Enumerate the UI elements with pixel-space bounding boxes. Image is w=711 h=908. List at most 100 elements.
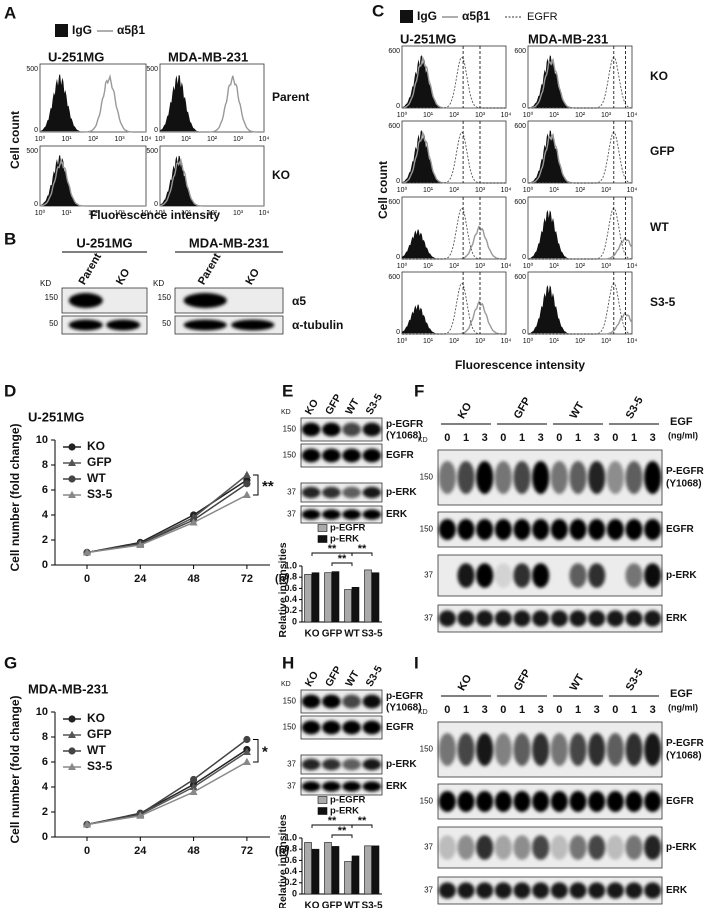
chart-title: U-251MG bbox=[28, 409, 84, 424]
data-point bbox=[189, 518, 198, 526]
axis-label: Cell count bbox=[8, 111, 22, 169]
bar bbox=[304, 842, 312, 895]
legend-marker bbox=[68, 730, 76, 738]
x-tick-label: 10² bbox=[575, 187, 586, 194]
x-tick-label: 10⁴ bbox=[501, 263, 512, 270]
y-tick-label: 600 bbox=[514, 48, 526, 55]
x-tick-label: GFP bbox=[322, 901, 343, 908]
y-tick-label: 0 bbox=[522, 254, 526, 261]
group-label: KO bbox=[456, 672, 475, 693]
marker-label: 50 bbox=[49, 319, 58, 328]
y-tick-label: 0 bbox=[396, 254, 400, 261]
legend-marker bbox=[68, 490, 76, 498]
x-tick-label: 0 bbox=[84, 845, 90, 857]
marker-label: 150 bbox=[420, 797, 434, 806]
y-tick-label: 0.4 bbox=[284, 594, 297, 604]
x-tick-label: 10¹ bbox=[61, 136, 72, 143]
band bbox=[457, 882, 475, 899]
data-point bbox=[242, 747, 251, 755]
data-point bbox=[242, 757, 251, 765]
band bbox=[342, 720, 361, 735]
x-tick-label: 10² bbox=[88, 136, 99, 143]
x-tick-label: 10³ bbox=[233, 136, 244, 143]
bar bbox=[351, 586, 360, 623]
kd-label: KD bbox=[281, 681, 291, 688]
legend-swatch bbox=[317, 524, 328, 532]
band bbox=[625, 610, 643, 627]
panel-label: F bbox=[414, 381, 424, 400]
y-tick-label: 0 bbox=[42, 831, 48, 843]
x-tick-label: 10² bbox=[575, 338, 586, 345]
column-label: U-251MG bbox=[48, 49, 104, 64]
legend-label: GFP bbox=[87, 455, 112, 469]
band bbox=[606, 835, 624, 860]
x-tick-label: 10¹ bbox=[423, 112, 434, 119]
band bbox=[322, 781, 341, 792]
bar bbox=[324, 842, 332, 895]
legend-label: KO bbox=[87, 439, 105, 453]
band bbox=[362, 781, 382, 792]
band bbox=[342, 486, 361, 499]
band bbox=[457, 791, 475, 812]
blot bbox=[437, 876, 663, 905]
y-tick-label: 600 bbox=[514, 123, 526, 130]
band bbox=[550, 461, 568, 494]
significance-label: ** bbox=[262, 478, 274, 495]
x-tick-label: 10³ bbox=[601, 263, 612, 270]
panel-label: H bbox=[282, 653, 294, 672]
integrin-histogram bbox=[528, 311, 633, 335]
band bbox=[183, 319, 227, 331]
igg-histogram bbox=[160, 74, 264, 132]
marker-label: 37 bbox=[424, 886, 433, 895]
blot bbox=[437, 511, 663, 548]
protein-label: ERK bbox=[666, 885, 688, 896]
x-tick-label: 0 bbox=[84, 573, 90, 585]
band bbox=[644, 461, 662, 494]
protein-label: ERK bbox=[666, 613, 688, 624]
lane-label: S3-5 bbox=[363, 392, 385, 417]
x-tick-label: 10⁰ bbox=[397, 337, 408, 345]
y-tick-label: 0.8 bbox=[284, 572, 297, 582]
marker-label: 50 bbox=[162, 319, 171, 328]
x-tick-label: 10³ bbox=[114, 210, 125, 217]
band bbox=[532, 563, 550, 588]
dose-label: 3 bbox=[482, 704, 488, 716]
significance-label: ** bbox=[358, 543, 367, 555]
legend-marker bbox=[68, 443, 76, 451]
band bbox=[532, 733, 550, 766]
band bbox=[438, 610, 456, 627]
integrin-histogram bbox=[401, 55, 506, 109]
x-tick-label: 72 bbox=[241, 573, 253, 585]
y-tick-label: 0 bbox=[154, 201, 158, 208]
band bbox=[476, 563, 494, 588]
bar bbox=[311, 848, 320, 895]
y-tick-label: 600 bbox=[514, 274, 526, 281]
band bbox=[476, 519, 494, 540]
blot bbox=[300, 777, 383, 796]
marker-label: 150 bbox=[420, 473, 434, 482]
x-tick-label: 24 bbox=[134, 845, 147, 857]
band bbox=[322, 422, 341, 437]
dose-label: 1 bbox=[631, 432, 637, 444]
significance-label: ** bbox=[328, 815, 337, 827]
band bbox=[457, 835, 475, 860]
row-label: WT bbox=[650, 220, 669, 234]
legend-marker bbox=[68, 475, 76, 483]
significance-label: * bbox=[262, 744, 268, 761]
dose-label: 0 bbox=[556, 704, 562, 716]
x-tick-label: 10³ bbox=[233, 210, 244, 217]
row-label: KO bbox=[650, 69, 668, 83]
marker-label: 37 bbox=[287, 760, 296, 769]
band bbox=[588, 835, 606, 860]
band bbox=[494, 563, 512, 588]
igg-histogram bbox=[40, 74, 146, 132]
band bbox=[301, 758, 321, 771]
site-label: (Y1068) bbox=[386, 703, 422, 714]
integrin-histogram bbox=[527, 132, 632, 184]
legend-label: α5β1 bbox=[117, 23, 145, 37]
band bbox=[625, 519, 643, 540]
significance-label: ** bbox=[358, 815, 367, 827]
band bbox=[68, 293, 103, 308]
x-tick-label: 10¹ bbox=[423, 187, 434, 194]
band bbox=[513, 563, 531, 588]
